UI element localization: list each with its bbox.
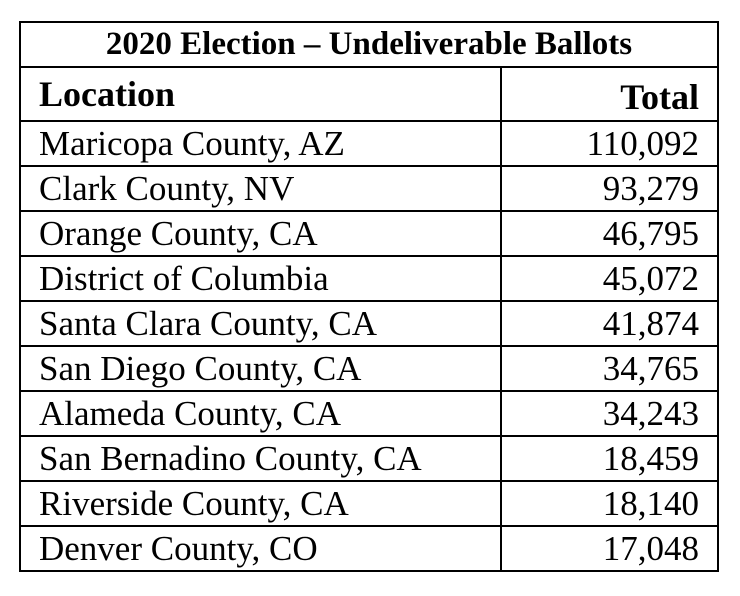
title-row: 2020 Election – Undeliverable Ballots — [19, 21, 719, 68]
header-location: Location — [19, 66, 502, 122]
location-cell: Denver County, CO — [19, 525, 502, 572]
total-cell: 17,048 — [500, 525, 719, 572]
location-cell: Maricopa County, AZ — [19, 120, 502, 167]
table-row: Riverside County, CA 18,140 — [19, 480, 719, 527]
location-cell: Clark County, NV — [19, 165, 502, 212]
location-cell: Orange County, CA — [19, 210, 502, 257]
table-title: 2020 Election – Undeliverable Ballots — [19, 21, 719, 68]
header-total: Total — [500, 66, 719, 122]
location-cell: District of Columbia — [19, 255, 502, 302]
table-row: San Diego County, CA 34,765 — [19, 345, 719, 392]
table-row: Santa Clara County, CA 41,874 — [19, 300, 719, 347]
location-cell: Alameda County, CA — [19, 390, 502, 437]
total-cell: 18,140 — [500, 480, 719, 527]
table-row: Clark County, NV 93,279 — [19, 165, 719, 212]
location-cell: Santa Clara County, CA — [19, 300, 502, 347]
total-cell: 18,459 — [500, 435, 719, 482]
total-cell: 34,243 — [500, 390, 719, 437]
location-cell: Riverside County, CA — [19, 480, 502, 527]
total-cell: 46,795 — [500, 210, 719, 257]
table-row: Denver County, CO 17,048 — [19, 525, 719, 572]
table-head: 2020 Election – Undeliverable Ballots Lo… — [19, 21, 719, 122]
total-cell: 34,765 — [500, 345, 719, 392]
header-row: Location Total — [19, 66, 719, 122]
table-row: San Bernadino County, CA 18,459 — [19, 435, 719, 482]
table-row: Alameda County, CA 34,243 — [19, 390, 719, 437]
table-body: Maricopa County, AZ 110,092 Clark County… — [19, 120, 719, 572]
table-row: District of Columbia 45,072 — [19, 255, 719, 302]
total-cell: 41,874 — [500, 300, 719, 347]
ballots-table: 2020 Election – Undeliverable Ballots Lo… — [19, 21, 719, 572]
total-cell: 45,072 — [500, 255, 719, 302]
total-cell: 93,279 — [500, 165, 719, 212]
location-cell: San Bernadino County, CA — [19, 435, 502, 482]
table-row: Maricopa County, AZ 110,092 — [19, 120, 719, 167]
table-row: Orange County, CA 46,795 — [19, 210, 719, 257]
total-cell: 110,092 — [500, 120, 719, 167]
location-cell: San Diego County, CA — [19, 345, 502, 392]
